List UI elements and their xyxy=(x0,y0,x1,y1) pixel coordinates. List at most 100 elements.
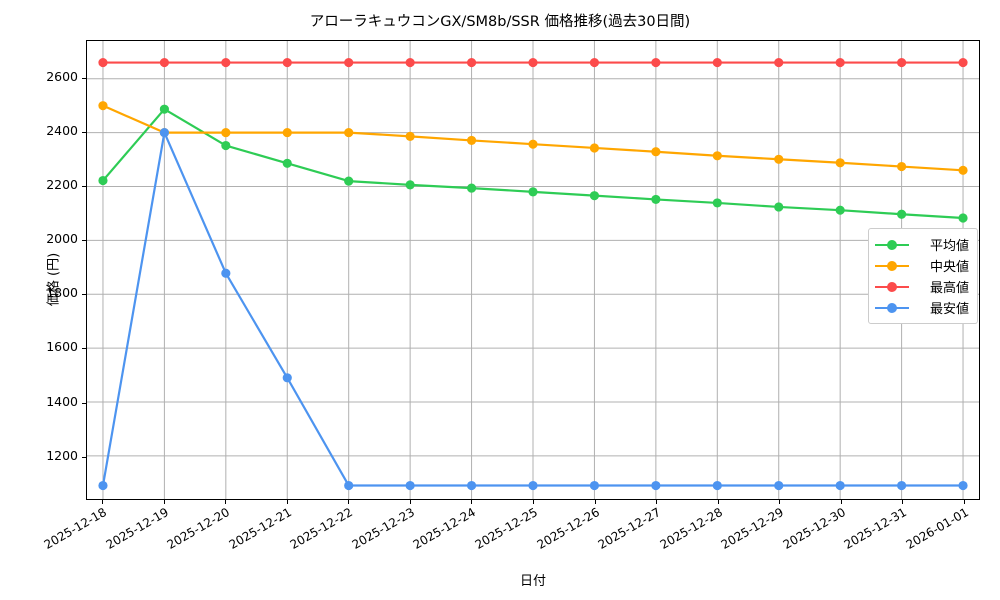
x-tick-mark xyxy=(964,500,965,504)
data-point-marker xyxy=(282,128,292,138)
data-point-marker xyxy=(589,480,600,491)
legend-swatch-icon xyxy=(875,301,909,315)
x-tick-mark xyxy=(902,500,904,504)
x-tick-label: 2025-12-30 xyxy=(780,505,848,552)
legend-label: 中央値 xyxy=(929,260,969,275)
data-point-marker xyxy=(159,128,169,138)
y-axis-tick-marks xyxy=(0,40,90,500)
data-point-marker xyxy=(98,101,108,111)
y-tick-mark xyxy=(82,294,86,296)
data-point-marker xyxy=(958,213,968,223)
data-point-marker xyxy=(774,154,784,164)
x-tick-mark xyxy=(286,500,288,504)
legend-swatch-icon xyxy=(875,280,909,294)
legend-item-0[interactable]: 平均値 xyxy=(875,234,969,255)
y-tick-label: 2000 xyxy=(46,231,78,247)
x-tick-label: 2026-01-01 xyxy=(903,505,971,552)
data-point-marker xyxy=(835,480,845,491)
x-tick-label: 2025-12-24 xyxy=(411,505,479,552)
data-point-marker xyxy=(528,57,538,68)
data-point-marker xyxy=(344,480,354,491)
x-tick-label: 2025-12-26 xyxy=(534,505,602,552)
x-tick-mark xyxy=(656,500,658,504)
data-point-marker xyxy=(344,176,354,186)
y-tick-mark xyxy=(82,348,86,350)
x-tick-label: 2025-12-20 xyxy=(164,505,233,552)
data-point-marker xyxy=(958,480,968,491)
x-tick-label: 2025-12-21 xyxy=(226,505,294,552)
data-point-marker xyxy=(835,205,845,215)
data-point-marker xyxy=(221,268,231,278)
legend-label: 最安値 xyxy=(929,302,969,317)
x-tick-mark xyxy=(102,500,103,504)
data-point-marker xyxy=(958,165,968,175)
chart-legend: 平均値中央値最高値最安値 xyxy=(868,228,978,324)
x-tick-label: 2025-12-31 xyxy=(842,505,910,552)
x-tick-label: 2025-12-27 xyxy=(595,505,664,552)
x-tick-mark xyxy=(717,500,719,504)
y-tick-mark xyxy=(82,186,86,188)
legend-item-2[interactable]: 最高値 xyxy=(875,276,969,297)
plot-area xyxy=(86,40,980,500)
data-point-marker xyxy=(589,143,600,153)
y-tick-mark xyxy=(82,456,86,458)
data-point-marker xyxy=(344,57,354,68)
legend-item-3[interactable]: 最安値 xyxy=(875,297,969,318)
data-point-marker xyxy=(405,180,415,190)
y-tick-mark xyxy=(82,132,86,133)
x-tick-mark xyxy=(348,500,350,504)
data-point-marker xyxy=(528,480,538,491)
data-point-marker xyxy=(712,151,722,161)
data-point-marker xyxy=(221,140,231,151)
data-point-marker xyxy=(774,202,784,212)
data-point-marker xyxy=(897,209,907,219)
x-tick-label: 2025-12-19 xyxy=(103,505,171,552)
data-point-marker xyxy=(159,57,169,68)
data-point-marker xyxy=(589,57,600,68)
data-point-marker xyxy=(835,158,845,168)
data-point-marker xyxy=(405,57,415,68)
data-point-marker xyxy=(712,480,722,491)
data-point-marker xyxy=(466,135,477,145)
x-tick-mark xyxy=(840,500,842,504)
legend-dot-icon xyxy=(887,260,897,271)
x-tick-label: 2025-12-29 xyxy=(718,505,787,552)
data-point-marker xyxy=(405,131,415,141)
y-tick-mark xyxy=(82,240,86,242)
x-tick-mark xyxy=(471,500,473,504)
data-point-marker xyxy=(774,57,784,68)
x-tick-label: 2025-12-23 xyxy=(349,505,417,552)
x-tick-label: 2025-12-18 xyxy=(41,505,109,552)
data-point-marker xyxy=(528,139,538,149)
legend-item-1[interactable]: 中央値 xyxy=(875,255,969,276)
chart-title: アローラキュウコンGX/SM8b/SSR 価格推移(過去30日間) xyxy=(309,14,691,30)
y-tick-label: 1800 xyxy=(46,285,78,301)
y-tick-mark xyxy=(82,77,86,79)
data-point-marker xyxy=(344,128,354,138)
legend-label: 最高値 xyxy=(929,281,969,296)
legend-swatch-icon xyxy=(875,259,909,273)
data-point-marker xyxy=(282,57,292,68)
x-tick-mark xyxy=(779,500,781,504)
data-point-marker xyxy=(98,175,108,186)
y-tick-label: 2600 xyxy=(46,68,78,84)
x-tick-mark xyxy=(409,500,411,504)
data-point-marker xyxy=(98,480,108,491)
data-point-marker xyxy=(528,187,538,197)
y-tick-label: 2200 xyxy=(46,177,78,193)
data-point-marker xyxy=(589,191,600,201)
data-point-marker xyxy=(835,57,845,68)
data-point-marker xyxy=(897,161,907,172)
x-tick-mark xyxy=(225,500,227,504)
data-point-marker xyxy=(282,373,292,383)
x-axis-label: 日付 xyxy=(519,574,546,589)
y-tick-label: 2400 xyxy=(46,123,78,138)
x-axis-tick-labels: 2025-12-18 2025-12-19 2025-12-20 2025-12-21… xyxy=(42,505,980,575)
data-point-marker xyxy=(159,104,169,114)
legend-dot-icon xyxy=(887,281,897,292)
x-axis-tick-marks xyxy=(86,500,980,506)
data-point-marker xyxy=(712,57,722,68)
legend-label: 平均値 xyxy=(929,239,969,254)
x-tick-label: 2025-12-22 xyxy=(287,505,356,552)
